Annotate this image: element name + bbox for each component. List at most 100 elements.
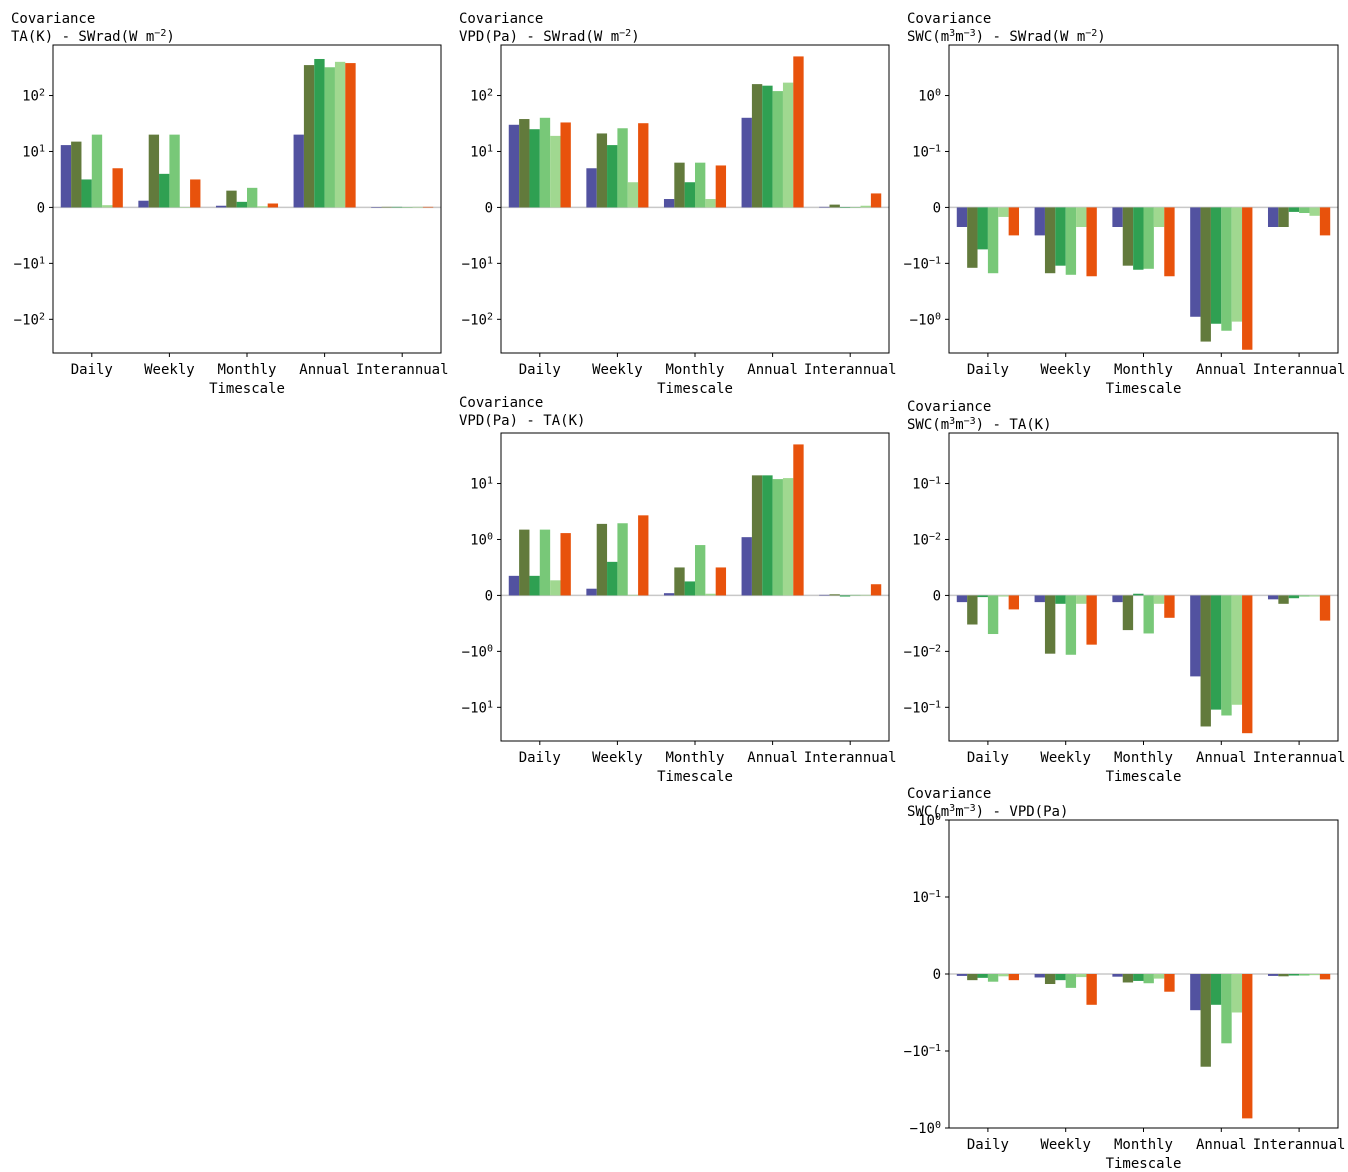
bar-weekly-s1	[1034, 595, 1045, 603]
bar-weekly-s4	[1065, 974, 1077, 988]
bar-weekly-s5	[627, 182, 639, 208]
bar-weekly-s2	[1044, 207, 1056, 274]
y-tick-label: −100	[462, 643, 493, 661]
bar-monthly-s3	[1133, 593, 1144, 596]
bar-monthly-s6	[1164, 974, 1175, 992]
y-tick-label: 10−1	[912, 475, 941, 493]
bar-weekly-s5	[627, 594, 639, 596]
x-axis-label: Timescale	[657, 769, 733, 785]
x-tick-label: Interannual	[1253, 362, 1346, 378]
x-axis-label: Timescale	[1106, 1156, 1182, 1172]
x-tick-label: Monthly	[217, 362, 276, 378]
x-tick-label: Annual	[1196, 1137, 1247, 1153]
x-tick-label: Annual	[1196, 362, 1247, 378]
x-tick-label: Weekly	[592, 362, 643, 378]
bar-weekly-s3	[607, 145, 618, 208]
bar-weekly-s3	[1055, 974, 1066, 981]
bar-daily-s1	[508, 575, 520, 596]
y-tick-label: 101	[470, 475, 493, 493]
bar-interannual-s1	[1267, 207, 1279, 227]
y-tick-label: −10−1	[904, 255, 941, 273]
bar-weekly-s1	[1034, 974, 1045, 978]
bar-monthly-s4	[1143, 595, 1154, 634]
x-tick-label: Daily	[71, 362, 113, 378]
bar-daily-s2	[519, 529, 530, 596]
bar-weekly-s3	[1055, 595, 1066, 604]
bar-daily-s3	[977, 595, 988, 598]
bar-interannual-s3	[1288, 595, 1300, 599]
bar-interannual-s2	[829, 204, 840, 208]
bar-monthly-s4	[1143, 974, 1154, 984]
bar-interannual-s5	[1309, 207, 1320, 216]
bar-annual-s1	[741, 537, 752, 596]
bar-daily-s3	[977, 974, 988, 978]
y-tick-label: 0	[933, 588, 941, 604]
bar-weekly-s1	[586, 168, 597, 208]
x-tick-label: Weekly	[1040, 750, 1091, 766]
y-tick-label: 100	[470, 531, 493, 549]
bar-monthly-s6	[1164, 207, 1175, 277]
y-tick-label: 0	[37, 200, 45, 216]
bar-interannual-s3	[391, 206, 403, 208]
chart-title: Covariance	[11, 11, 95, 27]
bar-interannual-s5	[1309, 595, 1320, 597]
bar-annual-s3	[1210, 595, 1222, 710]
bar-interannual-s3	[839, 207, 851, 208]
bar-annual-s4	[1221, 207, 1232, 331]
bar-annual-s3	[1210, 974, 1222, 1005]
bar-daily-s4	[539, 117, 551, 208]
bar-daily-s2	[519, 119, 530, 208]
bar-interannual-s5	[1309, 974, 1320, 976]
bar-monthly-s1	[663, 199, 675, 208]
bar-interannual-s5	[412, 206, 423, 208]
x-axis-label: Timescale	[1106, 381, 1182, 397]
bar-annual-s5	[782, 82, 794, 208]
x-tick-label: Monthly	[665, 362, 724, 378]
x-tick-label: Weekly	[144, 362, 195, 378]
x-tick-label: Daily	[967, 1137, 1009, 1153]
bar-daily-s4	[987, 595, 999, 635]
bar-daily-s5	[998, 207, 1009, 217]
bar-monthly-s4	[247, 187, 258, 208]
bar-annual-s2	[1200, 207, 1211, 342]
bar-daily-s5	[998, 974, 1009, 977]
y-tick-label: 0	[485, 200, 493, 216]
bar-annual-s2	[1200, 595, 1211, 727]
bar-weekly-s6	[1086, 207, 1097, 277]
bar-daily-s6	[560, 122, 571, 208]
bar-monthly-s4	[695, 545, 706, 596]
y-tick-label: −101	[462, 255, 493, 273]
x-tick-label: Daily	[967, 362, 1009, 378]
bar-weekly-s6	[1086, 974, 1097, 1005]
chart-subtitle: TA(K) - SWrad(W m−2)	[11, 28, 175, 46]
bar-interannual-s4	[402, 207, 413, 208]
bar-annual-s3	[314, 58, 325, 208]
y-tick-label: 102	[470, 87, 493, 105]
bar-annual-s4	[1221, 974, 1232, 1044]
bar-daily-s5	[998, 595, 1009, 597]
bar-interannual-s4	[1299, 595, 1310, 597]
bar-interannual-s2	[1278, 974, 1289, 977]
bar-monthly-s1	[1112, 595, 1123, 603]
bar-annual-s3	[762, 475, 773, 596]
bar-monthly-s5	[1153, 207, 1165, 227]
y-tick-label: −102	[14, 311, 45, 329]
bar-weekly-s4	[1065, 595, 1077, 655]
y-tick-label: 101	[470, 143, 493, 161]
x-tick-label: Annual	[747, 362, 798, 378]
y-tick-label: 100	[918, 87, 941, 105]
bar-annual-s5	[1231, 207, 1243, 322]
x-tick-label: Interannual	[804, 362, 897, 378]
bar-interannual-s3	[1288, 207, 1300, 212]
bar-weekly-s2	[148, 134, 160, 208]
bar-monthly-s5	[257, 206, 268, 208]
y-tick-label: −10−2	[904, 643, 941, 661]
bar-daily-s6	[1008, 595, 1020, 610]
bar-interannual-s2	[1278, 207, 1289, 227]
bar-monthly-s2	[674, 567, 685, 596]
bar-annual-s1	[1190, 595, 1201, 677]
y-tick-label: −102	[462, 311, 493, 329]
bar-daily-s6	[1008, 207, 1020, 236]
